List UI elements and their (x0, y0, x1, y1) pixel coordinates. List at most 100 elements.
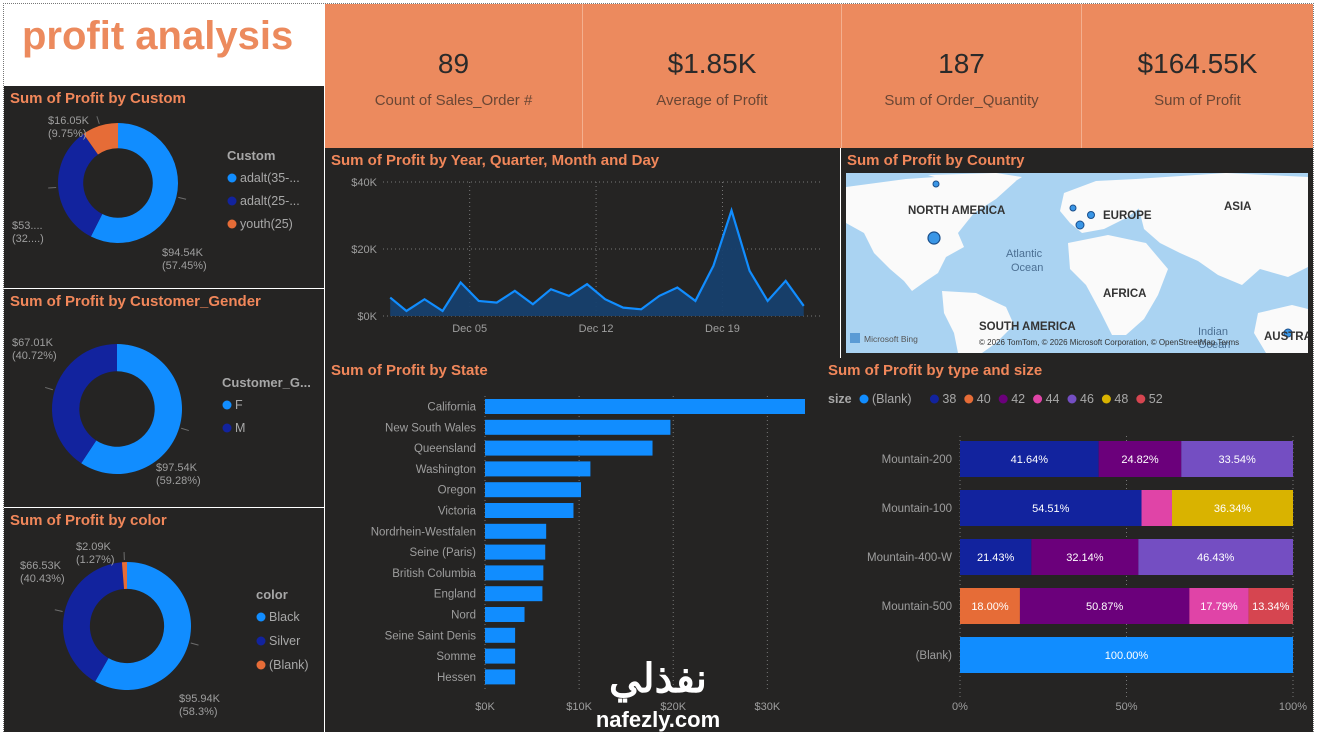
legend-item-label[interactable]: (Blank) (872, 392, 912, 406)
kpi-value: 187 (842, 48, 1081, 80)
panel-profit-by-color[interactable]: Sum of Profit by color $95.94K(58.3%)Bla… (4, 508, 324, 732)
donut-percent-label: (1.27%) (76, 554, 115, 566)
legend-item-label[interactable]: 52 (1149, 392, 1163, 406)
kpi-card-total-profit[interactable]: $164.55K Sum of Profit (1082, 4, 1313, 148)
country-bubble-germany[interactable] (1088, 212, 1095, 219)
legend-marker[interactable] (1033, 395, 1042, 404)
state-bar[interactable] (485, 399, 805, 414)
segment-value-label: 13.34% (1252, 601, 1290, 613)
legend-marker[interactable] (223, 424, 232, 433)
legend-marker[interactable] (860, 395, 869, 404)
state-bar[interactable] (485, 524, 546, 539)
legend-item-label[interactable]: Black (269, 610, 300, 624)
legend-marker[interactable] (964, 395, 973, 404)
donut-leader-line (97, 116, 99, 124)
kpi-label: Count of Sales_Order # (325, 92, 582, 109)
legend-item-label[interactable]: adalt(25-... (240, 194, 300, 208)
legend-marker[interactable] (930, 395, 939, 404)
donut-chart-color[interactable]: $95.94K(58.3%)Black$66.53K(40.43%)Silver… (4, 508, 324, 732)
watermark-logo: نفذلي nafezly.com (578, 652, 738, 732)
donut-leader-line (55, 610, 63, 612)
state-category-label: British Columbia (392, 568, 476, 580)
panel-profit-by-customer[interactable]: Sum of Profit by Custom $94.54K(57.45%)a… (4, 86, 324, 288)
stacked-segment[interactable] (1142, 490, 1172, 526)
state-bar[interactable] (485, 482, 581, 497)
legend-item-label[interactable]: 42 (1011, 392, 1025, 406)
map-label: SOUTH AMERICA (979, 321, 1076, 333)
legend-item-label[interactable]: 44 (1046, 392, 1060, 406)
legend-title: Customer_G... (222, 375, 311, 390)
x-tick-label: 0% (952, 701, 968, 713)
legend-marker[interactable] (1068, 395, 1077, 404)
donut-chart-customer[interactable]: $94.54K(57.45%)adalt(35-...$53....(32...… (4, 86, 324, 288)
world-map[interactable]: NORTH AMERICA EUROPE ASIA Atlantic Ocean… (846, 173, 1308, 353)
map-copyright[interactable]: © 2026 TomTom, © 2026 Microsoft Corporat… (979, 338, 1239, 347)
legend-item-label[interactable]: F (235, 398, 243, 412)
legend-marker[interactable] (228, 174, 237, 183)
donut-chart-gender[interactable]: $97.54K(59.28%)F$67.01K(40.72%)MCustomer… (4, 289, 324, 507)
donut-percent-label: (32....) (12, 233, 44, 245)
type-category-label: Mountain-500 (882, 601, 952, 613)
legend-item-label[interactable]: 46 (1080, 392, 1094, 406)
state-category-label: Oregon (438, 485, 476, 497)
donut-leader-line (48, 187, 56, 188)
legend-marker[interactable] (1136, 395, 1145, 404)
panel-profit-by-country[interactable]: Sum of Profit by Country NORTH AMERICA E… (841, 148, 1313, 358)
legend-marker[interactable] (228, 197, 237, 206)
state-bar[interactable] (485, 586, 542, 601)
segment-value-label: 54.51% (1032, 503, 1070, 515)
legend-marker[interactable] (228, 220, 237, 229)
legend-item-label[interactable]: 48 (1114, 392, 1128, 406)
kpi-card-average-profit[interactable]: $1.85K Average of Profit (583, 4, 841, 148)
donut-slice-m[interactable] (52, 344, 117, 463)
legend-marker[interactable] (257, 613, 266, 622)
legend-item-label[interactable]: 38 (942, 392, 956, 406)
state-bar[interactable] (485, 669, 515, 684)
type-category-label: Mountain-200 (882, 454, 952, 466)
donut-leader-line (181, 428, 189, 430)
state-bar[interactable] (485, 420, 670, 435)
panel-profit-by-type-size[interactable]: Sum of Profit by type and size size(Blan… (822, 358, 1313, 732)
legend-title: size (828, 392, 852, 406)
state-bar[interactable] (485, 565, 543, 580)
legend-item-label[interactable]: Silver (269, 634, 300, 648)
state-bar[interactable] (485, 607, 525, 622)
donut-value-label: $16.05K (48, 115, 90, 127)
legend-item-label[interactable]: 40 (977, 392, 991, 406)
country-bubble-united-states[interactable] (928, 232, 940, 244)
state-category-label: Nord (451, 610, 476, 622)
state-bar[interactable] (485, 503, 573, 518)
state-bar[interactable] (485, 545, 545, 560)
legend-marker[interactable] (257, 637, 266, 646)
state-bar[interactable] (485, 628, 515, 643)
legend-title: Custom (227, 148, 275, 163)
panel-profit-by-gender[interactable]: Sum of Profit by Customer_Gender $97.54K… (4, 289, 324, 507)
legend-item-label[interactable]: youth(25) (240, 217, 293, 231)
country-bubble-united-kingdom[interactable] (1070, 205, 1076, 211)
legend-marker[interactable] (1102, 395, 1111, 404)
country-bubble-canada[interactable] (933, 181, 939, 187)
donut-value-label: $2.09K (76, 541, 112, 553)
state-bar[interactable] (485, 461, 590, 476)
state-bar[interactable] (485, 441, 653, 456)
kpi-card-order-count[interactable]: 89 Count of Sales_Order # (325, 4, 582, 148)
map-label: Indian (1198, 326, 1228, 338)
area-fill (390, 210, 804, 316)
state-category-label: Somme (436, 651, 476, 663)
state-bar[interactable] (485, 649, 515, 664)
country-bubble-france[interactable] (1076, 221, 1084, 229)
legend-marker[interactable] (223, 401, 232, 410)
legend-marker[interactable] (999, 395, 1008, 404)
panel-profit-timeline[interactable]: Sum of Profit by Year, Quarter, Month an… (325, 148, 840, 358)
legend-item-label[interactable]: (Blank) (269, 658, 309, 672)
kpi-value: 89 (325, 48, 582, 80)
legend-item-label[interactable]: M (235, 421, 245, 435)
legend-marker[interactable] (257, 661, 266, 670)
kpi-card-order-quantity[interactable]: 187 Sum of Order_Quantity (842, 4, 1081, 148)
donut-percent-label: (40.43%) (20, 573, 65, 585)
legend-item-label[interactable]: adalt(35-... (240, 171, 300, 185)
